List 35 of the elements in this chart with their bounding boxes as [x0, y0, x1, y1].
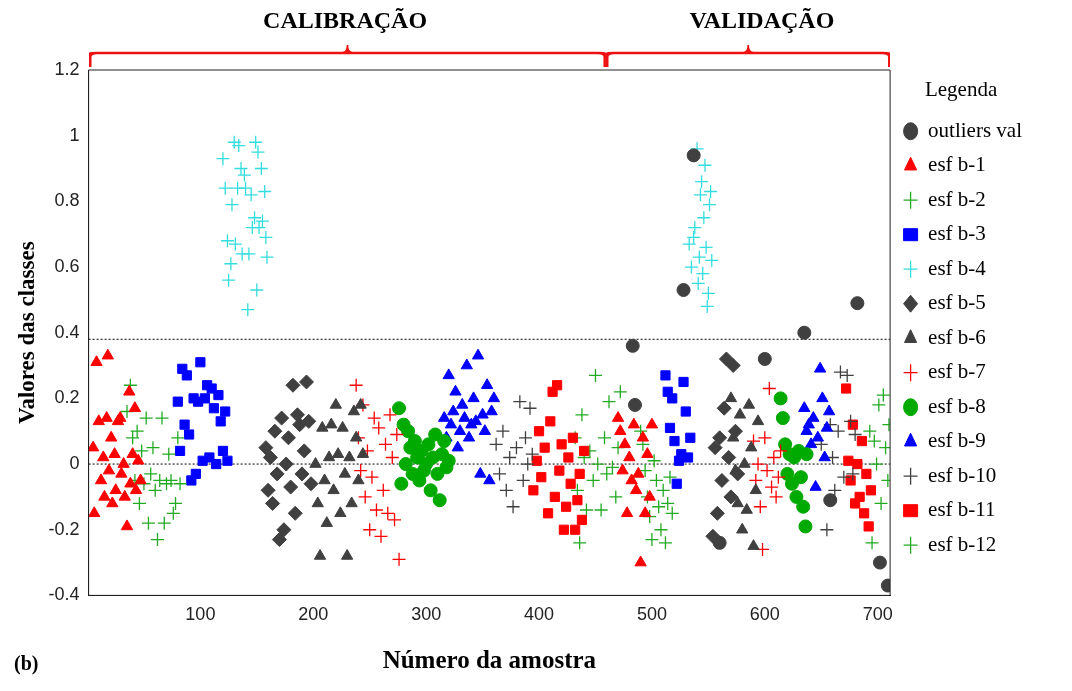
- y-tick-label: -0.2: [48, 518, 80, 539]
- legend-label: esf b-8: [928, 393, 986, 418]
- x-tick-label: 700: [862, 604, 893, 625]
- text: VALIDAÇÃO: [689, 7, 835, 34]
- x-tick-label: 300: [411, 604, 442, 625]
- y-tick-label: 1.2: [54, 58, 80, 79]
- x-axis-title: Número da amostra: [382, 646, 597, 674]
- y-tick-label: 0.4: [54, 321, 80, 342]
- y-tick-label: 0.6: [54, 255, 80, 276]
- legend-label: esf b-7: [928, 359, 986, 384]
- y-tick-label: 1: [69, 124, 80, 145]
- text: (b): [14, 652, 39, 676]
- legend-label: esf b-2: [928, 186, 986, 211]
- legend-label: esf b-10: [928, 462, 997, 487]
- legend-label: esf b-9: [928, 428, 986, 453]
- x-tick-label: 100: [185, 604, 216, 625]
- legend-label: esf b-12: [928, 531, 997, 556]
- y-tick-label: -0.4: [48, 584, 80, 605]
- legend-label: outliers val: [928, 117, 1023, 142]
- legend-label: esf b-11: [928, 497, 996, 522]
- y-tick-label: 0.2: [54, 387, 80, 408]
- y-tick-label: 0: [69, 453, 80, 474]
- legend-label: esf b-6: [928, 324, 986, 349]
- legend-label: esf b-3: [928, 221, 986, 246]
- x-tick-label: 500: [636, 604, 667, 625]
- text: CALIBRAÇÃO: [263, 7, 428, 34]
- legend-title: Legenda: [924, 77, 998, 102]
- legend-label: esf b-5: [928, 290, 986, 315]
- x-tick-label: 400: [524, 604, 555, 625]
- x-tick-label: 200: [298, 604, 329, 625]
- x-tick-label: 600: [749, 604, 780, 625]
- legend-label: esf b-1: [928, 152, 986, 177]
- legend-label: esf b-4: [928, 255, 987, 280]
- y-tick-label: 0.8: [54, 190, 80, 211]
- y-axis-title: Valores das classes: [13, 241, 39, 425]
